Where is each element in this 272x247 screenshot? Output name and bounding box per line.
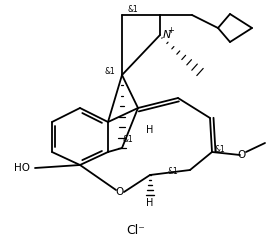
Text: O: O [237,150,245,160]
Text: H: H [146,125,154,135]
Text: HO: HO [14,163,30,173]
Text: Cl⁻: Cl⁻ [126,224,146,236]
Text: +: + [168,26,174,36]
Text: N: N [163,30,171,40]
Text: &1: &1 [105,67,115,77]
Text: &1: &1 [168,167,178,177]
Text: O: O [116,187,124,197]
Text: &1: &1 [215,144,225,153]
Text: H: H [146,198,154,208]
Text: &1: &1 [123,136,133,144]
Text: &1: &1 [128,5,138,15]
